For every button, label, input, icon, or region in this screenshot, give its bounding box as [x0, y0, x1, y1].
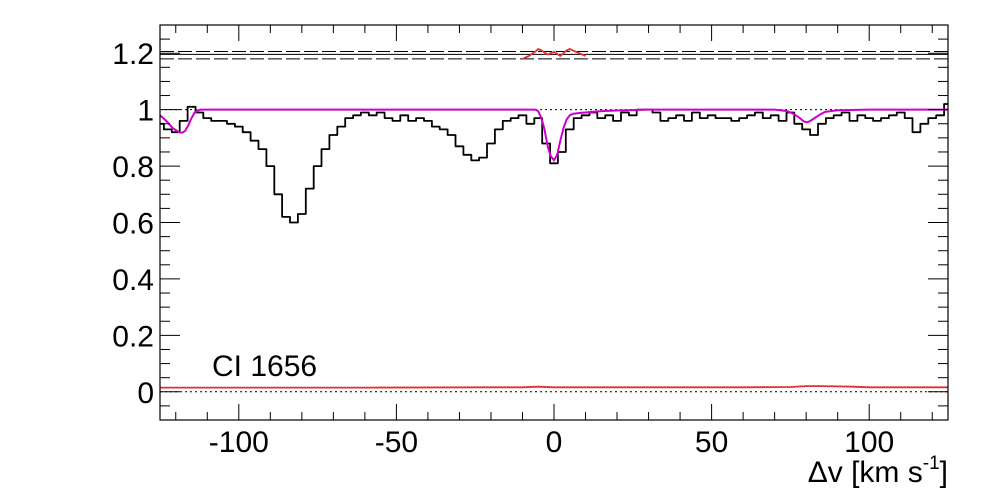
series-line-3 — [160, 385, 948, 389]
series-line-1 — [159, 108, 948, 162]
x-axis-title-close: ] — [940, 456, 948, 489]
x-tick-labels: -100 -50 0 50 100 — [209, 426, 894, 459]
line-label: CI 1656 — [212, 350, 317, 383]
series-line-2 — [522, 48, 586, 60]
y-tick-labels: 0 0.2 0.4 0.6 0.8 1 1.2 — [112, 38, 154, 410]
x-tick-label: -50 — [375, 426, 418, 459]
x-tick-label: 0 — [546, 426, 563, 459]
x-tick-label: 50 — [695, 426, 728, 459]
x-axis-title-main: Δv [km s — [808, 456, 923, 489]
x-tick-label: 100 — [844, 426, 894, 459]
x-tick-label: -100 — [209, 426, 269, 459]
y-tick-label: 0.8 — [112, 151, 154, 184]
axis-ticks — [160, 24, 948, 421]
x-axis-title-sup: -1 — [923, 453, 940, 474]
y-tick-label: 0.4 — [112, 264, 154, 297]
y-tick-label: 0.2 — [112, 320, 154, 353]
series-layer — [159, 48, 948, 389]
series-line-0 — [160, 103, 948, 224]
y-tick-label: 1 — [137, 95, 154, 128]
y-tick-label: 0.6 — [112, 208, 154, 241]
x-axis-title: Δv [km s-1] — [808, 453, 948, 489]
y-tick-label: 1.2 — [112, 38, 154, 71]
y-tick-label: 0 — [137, 377, 154, 410]
reference-lines — [160, 51, 948, 393]
